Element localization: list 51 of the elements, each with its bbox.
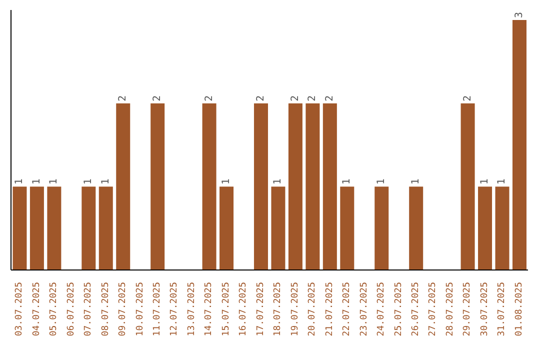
data-label: 1 [480, 178, 491, 185]
x-tick-label: 05.07.2025 [49, 282, 60, 336]
data-label: 1 [83, 178, 94, 185]
data-label: 2 [307, 95, 318, 102]
data-label: 2 [255, 95, 266, 102]
x-tick-label: 06.07.2025 [66, 282, 76, 336]
data-label: 1 [272, 178, 284, 185]
x-tick-label: 21.07.2025 [324, 282, 335, 336]
x-tick-label: 31.07.2025 [497, 282, 508, 336]
x-tick-label: 03.07.2025 [14, 282, 25, 336]
data-label: 2 [204, 95, 215, 102]
data-label: 1 [14, 178, 26, 185]
data-label: 2 [152, 95, 164, 102]
x-tick-label: 10.07.2025 [135, 282, 146, 336]
x-tick-label: 20.07.2025 [308, 282, 318, 336]
data-label: 2 [462, 95, 474, 102]
data-label: 1 [496, 178, 508, 185]
x-tick-label: 26.07.2025 [410, 282, 421, 336]
x-tick-label: 19.07.2025 [290, 282, 300, 336]
x-tick-label: 23.07.2025 [359, 282, 370, 336]
x-tick-label: 13.07.2025 [186, 282, 197, 336]
x-tick-label: 15.07.2025 [221, 282, 232, 336]
x-tick-label: 04.07.2025 [32, 282, 42, 336]
data-label: 3 [514, 12, 525, 18]
data-label: 1 [342, 178, 353, 185]
data-label: 1 [100, 178, 112, 185]
x-tick-label: 08.07.2025 [100, 282, 111, 336]
x-tick-label: 14.07.2025 [204, 282, 214, 336]
x-tick-label: 18.07.2025 [273, 282, 284, 336]
x-tick-label: 30.07.2025 [480, 282, 490, 336]
x-tick-label: 29.07.2025 [462, 282, 473, 336]
data-label: 1 [31, 178, 42, 185]
x-tick-label: 28.07.2025 [445, 282, 456, 336]
x-tick-label: 09.07.2025 [118, 282, 128, 336]
data-label: 1 [376, 178, 388, 185]
x-tick-label: 07.07.2025 [84, 282, 94, 336]
x-tick-label: 11.07.2025 [152, 282, 162, 336]
data-label: 1 [48, 178, 60, 185]
x-tick-label: 22.07.2025 [342, 282, 352, 336]
data-label: 2 [324, 95, 336, 102]
data-label: 2 [290, 95, 301, 102]
x-tick-label: 17.07.2025 [256, 282, 266, 336]
x-tick-label: 25.07.2025 [394, 282, 404, 336]
x-tick-label: 16.07.2025 [238, 282, 249, 336]
x-tick-label: 27.07.2025 [428, 282, 438, 336]
data-label: 1 [410, 178, 422, 185]
x-tick-label: 24.07.2025 [376, 282, 387, 336]
x-tick-label: 01.08.2025 [514, 282, 524, 336]
x-tick-label: 12.07.2025 [170, 282, 180, 336]
data-label: 1 [221, 178, 232, 185]
data-label: 2 [118, 95, 129, 102]
